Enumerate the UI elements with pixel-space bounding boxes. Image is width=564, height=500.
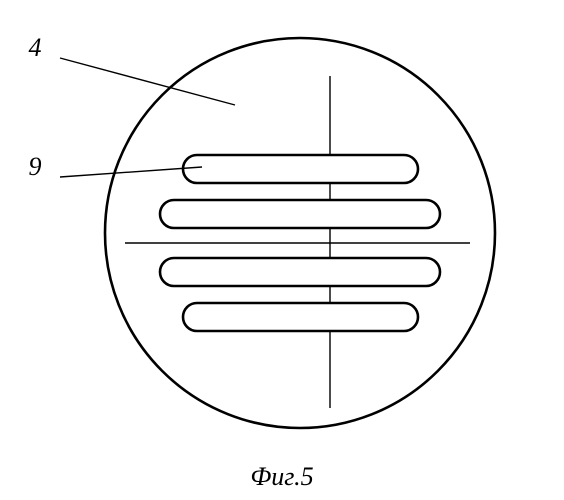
label-9: 9 xyxy=(29,152,42,181)
slot-2 xyxy=(160,200,440,228)
outer-circle xyxy=(105,38,495,428)
slot-1 xyxy=(183,155,418,183)
slot-3 xyxy=(160,258,440,286)
leader-line-9 xyxy=(60,167,202,177)
right-crop-mask xyxy=(533,0,564,500)
slot-4 xyxy=(183,303,418,331)
figure-caption: Фиг.5 xyxy=(0,462,564,492)
leader-line-4 xyxy=(60,58,235,105)
label-4: 4 xyxy=(29,33,42,62)
